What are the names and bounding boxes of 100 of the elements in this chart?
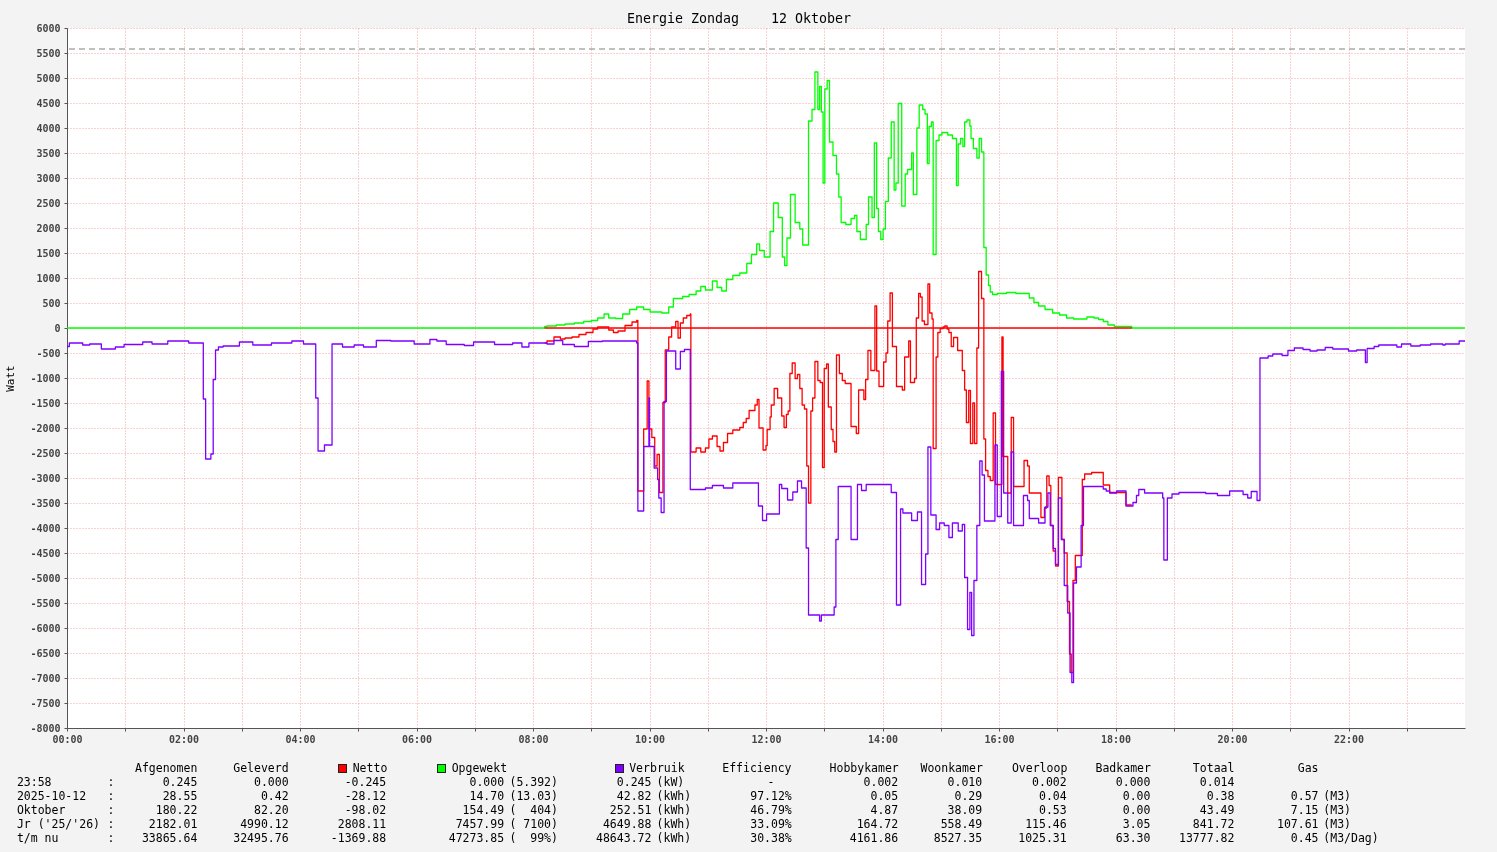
chart-title: Energie Zondag 12 Oktober: [626, 10, 852, 26]
x-tick-label: 10:00: [634, 733, 666, 745]
y-tick-label: -500: [36, 347, 61, 359]
text: 8527.35: [933, 831, 983, 845]
text: (M3/Dag): [1323, 831, 1379, 845]
text: 164.72: [856, 817, 899, 831]
text: 558.49: [940, 817, 983, 831]
text: 33865.64: [141, 831, 198, 845]
text: 0.000: [253, 775, 289, 789]
y-tick-label: 1000: [36, 272, 61, 284]
text: 13777.82: [1179, 831, 1235, 845]
y-tick-label: -1500: [30, 397, 61, 409]
y-axis-title: Watt: [4, 365, 18, 392]
x-tick-label: 04:00: [285, 733, 316, 745]
y-tick-label: 4000: [36, 122, 61, 134]
text: (kWh): [656, 789, 692, 803]
text: 2808.11: [337, 817, 387, 831]
text: Geleverd: [233, 761, 289, 775]
text: 4.87: [870, 803, 899, 817]
y-tick-label: 5500: [36, 47, 61, 59]
text: 42.82: [616, 789, 652, 803]
x-tick-label: 08:00: [518, 733, 549, 745]
y-tick-label: 6000: [36, 22, 61, 34]
text: 7457.99: [455, 817, 505, 831]
text: 0.04: [1039, 789, 1067, 803]
text: (kWh): [656, 803, 692, 817]
text: 33.09%: [750, 817, 792, 831]
text: 0.000: [1115, 775, 1151, 789]
text: 46.79%: [750, 803, 792, 817]
text: 841.72: [1192, 817, 1235, 831]
text: Oktober: [16, 803, 66, 817]
text: (M3): [1323, 789, 1351, 803]
y-tick-label: 3500: [36, 147, 61, 159]
text: 0.38: [1206, 789, 1235, 803]
text: 0.010: [947, 775, 983, 789]
text: 28.55: [162, 789, 198, 803]
text: (kWh): [656, 831, 692, 845]
text: 48643.72: [596, 831, 652, 845]
text: 0.000: [469, 775, 505, 789]
y-tick-label: -5500: [30, 597, 61, 609]
y-tick-label: 3000: [36, 172, 61, 184]
x-tick-label: 14:00: [867, 733, 899, 745]
text: ( 7100): [509, 817, 558, 831]
text: 4649.88: [602, 817, 652, 831]
text: :: [107, 775, 115, 789]
y-tick-label: -2500: [30, 447, 61, 459]
legend-label: Verbruik: [629, 761, 685, 775]
text: 0.57: [1290, 789, 1319, 803]
text: :: [107, 831, 115, 845]
text: :: [107, 789, 115, 803]
text: 43.49: [1199, 803, 1235, 817]
text: 63.30: [1115, 831, 1151, 845]
text: 3.05: [1122, 817, 1151, 831]
text: Totaal: [1192, 761, 1235, 775]
text: ( 99%): [509, 831, 558, 845]
y-tick-label: 2000: [36, 222, 61, 234]
text: 2025-10-12: [16, 789, 87, 803]
y-tick-label: -1000: [30, 372, 61, 384]
text: 107.61: [1276, 817, 1319, 831]
x-tick-label: 20:00: [1217, 733, 1248, 745]
legend-label: Opgewekt: [451, 761, 508, 775]
text: 97.12%: [750, 789, 792, 803]
y-tick-label: -3500: [30, 497, 61, 509]
text: -0.245: [344, 775, 387, 789]
text: 0.245: [616, 775, 652, 789]
y-tick-label: -5000: [30, 572, 61, 584]
text: 1025.31: [1018, 831, 1067, 845]
text: 0.45: [1290, 831, 1319, 845]
text: 252.51: [609, 803, 652, 817]
x-tick-label: 16:00: [984, 733, 1015, 745]
text: Gas: [1297, 761, 1319, 775]
y-tick-label: 1500: [36, 247, 61, 259]
text: 4161.86: [849, 831, 899, 845]
text: (M3): [1323, 803, 1351, 817]
text: :: [107, 803, 115, 817]
text: 0.05: [870, 789, 899, 803]
text: ( 404): [509, 803, 558, 817]
text: :: [107, 817, 115, 831]
text: (13.03): [509, 789, 558, 803]
y-tick-label: -6500: [30, 647, 61, 659]
text: Overloop: [1011, 761, 1068, 775]
y-tick-label: -7500: [30, 697, 61, 709]
y-tick-label: 0: [54, 322, 61, 334]
text: Hobbykamer: [829, 761, 899, 775]
text: 0.53: [1039, 803, 1067, 817]
text: -: [767, 775, 775, 789]
text: Afgenomen: [135, 761, 198, 775]
text: t/m nu: [16, 831, 59, 845]
text: 115.46: [1025, 817, 1067, 831]
x-tick-label: 00:00: [52, 733, 83, 745]
text: 7.15: [1290, 803, 1319, 817]
text: 38.09: [947, 803, 983, 817]
y-tick-label: -7000: [30, 672, 61, 684]
y-tick-label: -6000: [30, 622, 61, 634]
x-tick-label: 02:00: [168, 733, 200, 745]
text: 2182.01: [148, 817, 198, 831]
text: 4990.12: [240, 817, 289, 831]
text: Woonkamer: [920, 761, 983, 775]
text: -98.02: [344, 803, 387, 817]
text: 180.22: [155, 803, 198, 817]
